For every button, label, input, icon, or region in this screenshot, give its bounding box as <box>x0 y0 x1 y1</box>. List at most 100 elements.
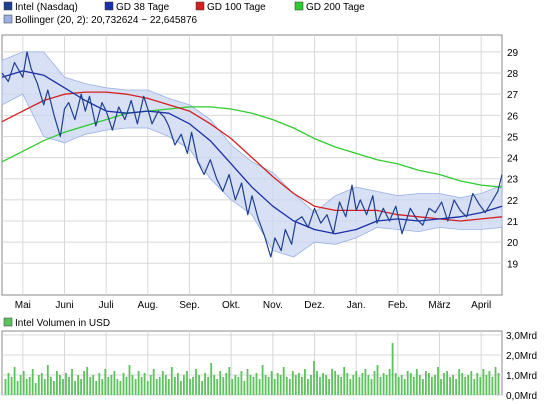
price-y-tick-label: 22 <box>507 196 519 207</box>
price-panel: 19 20 21 22 23 24 25 26 27 28 29 Mai Juni Juli Aug. Se… <box>1 34 519 311</box>
volume-bar <box>452 375 454 395</box>
volume-bar <box>152 369 155 395</box>
volume-bar <box>497 373 500 395</box>
volume-bar <box>4 379 7 395</box>
volume-bars <box>4 343 500 395</box>
volume-bar <box>479 377 482 395</box>
volume-bar <box>158 377 161 395</box>
price-y-tick-label: 28 <box>507 69 519 80</box>
volume-bar <box>25 379 28 395</box>
volume-bar <box>285 377 288 395</box>
volume-bar <box>367 375 370 395</box>
volume-bar <box>307 379 309 395</box>
volume-bar <box>301 377 303 395</box>
legend-label-bollinger: Bollinger (20, 2): 20,732624 − 22,645876 <box>15 15 198 26</box>
volume-bar <box>325 375 327 395</box>
volume-bar <box>131 375 134 395</box>
volume-bar <box>19 375 22 395</box>
volume-bar <box>310 375 312 395</box>
month-tick-label: Feb. <box>388 300 408 311</box>
legend-label-gd200: GD 200 Tage <box>306 2 365 13</box>
price-y-tick-label: 24 <box>507 154 519 165</box>
price-y-tick-label: 21 <box>507 217 519 228</box>
volume-bar <box>186 371 188 395</box>
volume-bar <box>270 371 273 395</box>
volume-bar <box>74 381 76 395</box>
volume-bar <box>101 379 104 395</box>
volume-bar <box>397 377 400 395</box>
volume-bar <box>183 375 185 395</box>
volume-bar <box>210 363 213 395</box>
month-x-ticks: Mai Juni Juli Aug. Sep. Okt. Nov. Dez. Jan. Feb. M… <box>15 300 491 311</box>
volume-bar <box>125 377 128 395</box>
volume-y-tick-label: 2,0Mrd <box>506 351 537 362</box>
volume-bar <box>164 375 167 395</box>
volume-bar <box>322 373 324 395</box>
volume-bar <box>204 373 206 395</box>
volume-bar <box>425 371 427 395</box>
volume-plot-frame <box>1 330 503 396</box>
volume-bar <box>428 373 430 395</box>
legend-swatch-price <box>3 1 13 11</box>
month-tick-label: Aug. <box>138 300 159 311</box>
price-series <box>1 51 503 258</box>
volume-bar <box>449 377 451 395</box>
volume-bar <box>319 377 321 395</box>
volume-bar <box>291 371 294 395</box>
volume-bar <box>225 373 228 395</box>
volume-bar <box>328 379 330 395</box>
volume-bar <box>440 379 442 395</box>
price-y-tick-label: 26 <box>507 111 519 122</box>
volume-bar <box>31 369 34 395</box>
volume-bar <box>388 369 391 395</box>
volume-bar <box>282 367 285 395</box>
volume-bar <box>50 377 52 395</box>
volume-bar <box>412 377 415 395</box>
volume-y-tick-label: 1,0Mrd <box>506 371 537 382</box>
volume-bar <box>246 369 249 395</box>
volume-bar <box>437 367 439 395</box>
volume-y-tick-label: 0,0Mrd <box>506 391 537 401</box>
volume-bar <box>406 371 409 395</box>
volume-bar <box>170 367 173 395</box>
volume-bar <box>28 377 31 395</box>
volume-bar <box>403 379 406 395</box>
legend-swatch-gd100 <box>195 1 205 11</box>
volume-bar <box>252 377 255 395</box>
volume-bar <box>476 373 479 395</box>
month-tick-label: Juli <box>99 300 114 311</box>
volume-legend-label: Intel Volumen in USD <box>15 318 110 329</box>
volume-bar <box>77 375 79 395</box>
volume-bar <box>237 377 240 395</box>
volume-bar <box>22 371 25 395</box>
volume-bar <box>400 375 403 395</box>
volume-bar <box>334 371 337 395</box>
volume-bar <box>488 371 491 395</box>
volume-bar <box>177 373 179 395</box>
volume-bar <box>358 377 361 395</box>
volume-bar <box>180 381 182 395</box>
volume-bar <box>267 377 270 395</box>
volume-bar <box>201 381 203 395</box>
volume-bar <box>494 367 497 395</box>
volume-bar <box>137 371 140 395</box>
price-y-tick-label: 29 <box>507 48 519 59</box>
volume-bar <box>192 377 194 395</box>
volume-bar <box>455 379 457 395</box>
volume-bar <box>149 375 152 395</box>
volume-bar <box>349 379 352 395</box>
volume-bar <box>59 375 61 395</box>
volume-bar <box>434 375 436 395</box>
legend-swatch-gd38 <box>104 1 114 11</box>
volume-bar <box>418 375 421 395</box>
volume-bar <box>40 373 43 395</box>
price-y-ticks: 19 20 21 22 23 24 25 26 27 28 29 <box>507 48 519 270</box>
volume-bar <box>62 379 64 395</box>
volume-bar <box>491 377 494 395</box>
volume-bar <box>355 371 358 395</box>
legend-swatch-bollinger <box>3 14 13 24</box>
volume-bar <box>104 369 107 395</box>
gd200-line <box>1 106 503 188</box>
volume-bar <box>222 377 225 395</box>
volume-bar <box>7 373 10 395</box>
